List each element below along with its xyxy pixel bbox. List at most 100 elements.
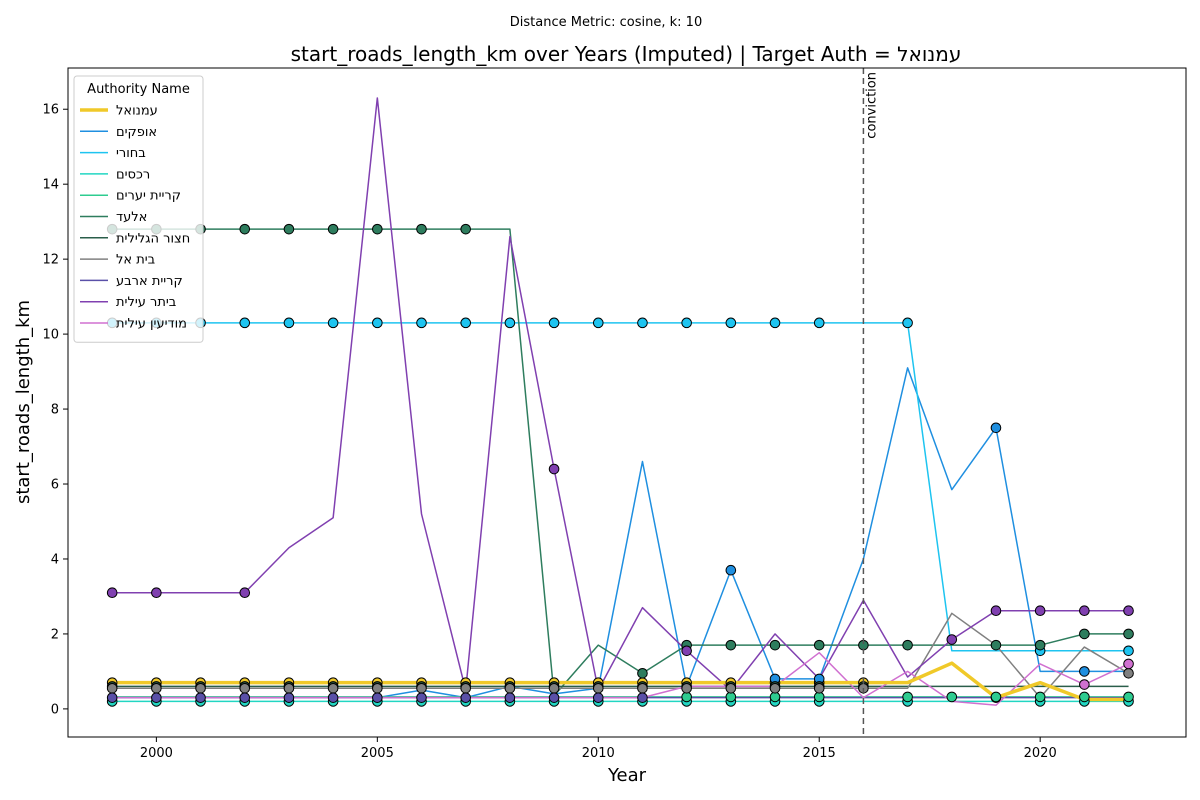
data-point <box>239 587 251 599</box>
data-point <box>106 682 118 694</box>
data-point <box>769 682 781 694</box>
data-point <box>637 692 648 703</box>
data-point <box>637 682 648 694</box>
data-point <box>990 422 1002 434</box>
legend-entry: עמנואל <box>116 104 158 119</box>
data-point <box>504 317 516 329</box>
y-axis-ticks: 0 2 4 6 8 10 12 14 16 <box>42 103 68 717</box>
y-tick-label: 8 <box>51 403 59 418</box>
x-tick-label: 2005 <box>361 746 394 761</box>
data-point <box>592 317 604 329</box>
plot-lines <box>112 97 1129 706</box>
x-tick-label: 2010 <box>582 746 615 761</box>
data-point <box>239 317 251 329</box>
data-point <box>1079 666 1090 677</box>
y-tick-label: 14 <box>42 178 59 193</box>
legend-entry: בית אל <box>116 253 155 268</box>
data-point <box>1079 605 1090 616</box>
data-point <box>548 317 560 329</box>
data-point <box>372 692 383 703</box>
series-line <box>112 651 1129 706</box>
data-point <box>460 223 472 235</box>
legend-title: Authority Name <box>87 82 190 97</box>
data-point <box>327 692 339 703</box>
series-line <box>112 661 1129 702</box>
chart-suptitle: Distance Metric: cosine, k: 10 <box>510 15 702 30</box>
data-point <box>681 645 692 657</box>
data-point <box>902 639 913 651</box>
vline-group: conviction <box>862 68 879 737</box>
legend: Authority Name עמנואל אופקים בחורי רכסים קריי… <box>73 75 204 343</box>
legend-entry: אופקים <box>116 125 157 140</box>
data-point <box>592 682 604 694</box>
data-point <box>106 587 118 599</box>
data-point <box>1079 679 1090 690</box>
data-point <box>990 605 1002 616</box>
data-point <box>239 692 251 703</box>
data-point <box>548 682 560 694</box>
data-point <box>416 682 427 694</box>
legend-entry: קריית יערים <box>116 189 181 204</box>
plot-markers <box>106 223 1134 707</box>
series-line <box>112 612 1129 699</box>
data-point <box>372 223 383 235</box>
series-line <box>112 322 1129 652</box>
y-axis-label: start_roads_length_km <box>13 300 34 504</box>
data-point <box>239 223 251 235</box>
y-tick-label: 16 <box>42 103 59 118</box>
x-tick-label: 2000 <box>140 746 173 761</box>
data-point <box>460 682 472 694</box>
data-point <box>151 682 162 694</box>
legend-entry: ביתר עילית <box>116 295 176 310</box>
data-point <box>372 682 383 694</box>
data-point <box>946 691 958 703</box>
data-point <box>416 692 427 703</box>
data-point <box>725 639 737 651</box>
series-line <box>112 228 1129 697</box>
data-point <box>902 691 913 703</box>
data-point <box>1123 667 1134 679</box>
data-point <box>327 223 339 235</box>
data-point <box>372 317 383 329</box>
data-point <box>548 463 560 475</box>
chart-title: start_roads_length_km over Years (Impute… <box>291 42 962 66</box>
data-point <box>813 682 825 694</box>
x-axis-ticks: 2000 2005 2010 2015 2020 <box>140 737 1057 761</box>
y-tick-label: 6 <box>51 478 59 493</box>
data-point <box>725 564 737 576</box>
data-point <box>460 317 472 329</box>
data-point <box>813 639 825 651</box>
data-point <box>195 692 206 703</box>
data-point <box>151 587 162 599</box>
legend-entry: אלעד <box>116 210 147 225</box>
data-point <box>1034 639 1046 651</box>
data-point <box>637 667 648 679</box>
legend-entry: קריית ארבע <box>116 274 183 289</box>
y-tick-label: 0 <box>51 702 59 717</box>
x-axis-label: Year <box>607 765 647 786</box>
y-tick-label: 12 <box>42 253 59 268</box>
series-line <box>112 97 1129 691</box>
data-point <box>1079 628 1090 640</box>
legend-entry: בחורי <box>116 146 146 161</box>
data-point <box>681 682 692 694</box>
data-point <box>460 692 472 703</box>
conviction-label: conviction <box>864 72 879 139</box>
data-point <box>725 682 737 694</box>
data-point <box>416 223 427 235</box>
data-point <box>283 223 295 235</box>
plot-frame <box>67 67 1187 738</box>
x-tick-label: 2020 <box>1024 746 1057 761</box>
data-point <box>637 317 648 329</box>
data-point <box>548 692 560 703</box>
data-point <box>769 317 781 329</box>
data-point <box>283 317 295 329</box>
data-point <box>416 317 427 329</box>
data-point <box>813 317 825 329</box>
legend-entry: רכסים <box>116 167 150 182</box>
data-point <box>902 317 913 329</box>
data-point <box>1034 605 1046 616</box>
data-point <box>946 634 958 645</box>
data-point <box>592 692 604 703</box>
